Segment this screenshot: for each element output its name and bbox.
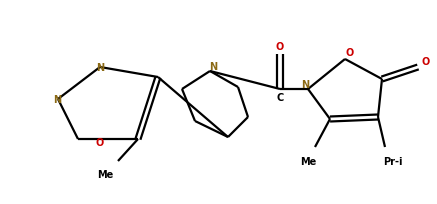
Text: Me: Me — [97, 169, 113, 179]
Text: Pr-i: Pr-i — [383, 156, 403, 166]
Text: O: O — [346, 48, 354, 58]
Text: O: O — [96, 137, 104, 147]
Text: O: O — [422, 57, 430, 67]
Text: O: O — [276, 42, 284, 52]
Text: N: N — [209, 62, 217, 72]
Text: N: N — [96, 63, 104, 73]
Text: C: C — [276, 93, 284, 102]
Text: N: N — [53, 94, 61, 104]
Text: Me: Me — [300, 156, 316, 166]
Text: N: N — [301, 80, 309, 90]
